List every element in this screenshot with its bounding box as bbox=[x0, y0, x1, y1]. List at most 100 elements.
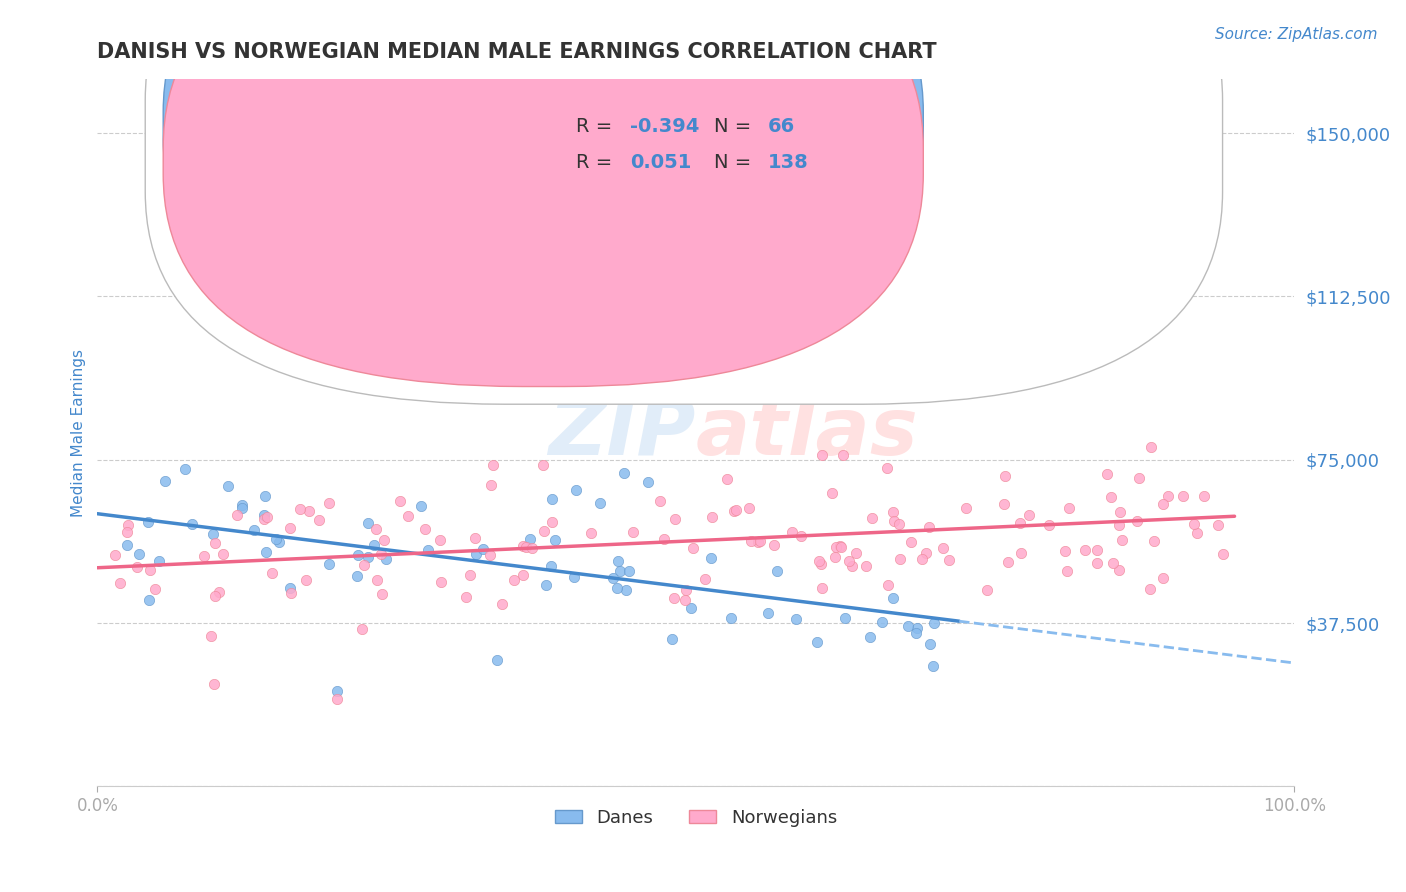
Legend: Danes, Norwegians: Danes, Norwegians bbox=[547, 802, 844, 834]
Point bbox=[889, 551, 911, 566]
Y-axis label: Median Male Earnings: Median Male Earnings bbox=[72, 349, 86, 516]
Point bbox=[662, 591, 685, 606]
Point bbox=[882, 591, 904, 605]
Point bbox=[128, 547, 150, 561]
Point bbox=[621, 524, 644, 539]
Point bbox=[370, 587, 392, 601]
Point bbox=[540, 515, 562, 529]
Text: R =: R = bbox=[576, 117, 619, 136]
Point bbox=[720, 611, 742, 625]
Point bbox=[540, 558, 562, 573]
Point bbox=[938, 552, 960, 566]
Point bbox=[763, 538, 786, 552]
Point bbox=[1212, 547, 1234, 561]
Text: Source: ZipAtlas.com: Source: ZipAtlas.com bbox=[1215, 27, 1378, 42]
Point bbox=[589, 496, 612, 510]
Point bbox=[465, 547, 488, 561]
Point bbox=[1108, 563, 1130, 577]
Point bbox=[482, 458, 505, 473]
Point bbox=[366, 522, 388, 536]
Point bbox=[217, 479, 239, 493]
Point bbox=[882, 505, 904, 519]
Point bbox=[652, 532, 675, 546]
Point bbox=[297, 504, 319, 518]
Point bbox=[374, 552, 396, 566]
Point bbox=[139, 563, 162, 577]
Point bbox=[811, 448, 834, 462]
Point bbox=[1109, 505, 1132, 519]
Text: 66: 66 bbox=[768, 117, 794, 136]
Point bbox=[821, 486, 844, 500]
Point bbox=[346, 569, 368, 583]
Point bbox=[993, 497, 1015, 511]
FancyBboxPatch shape bbox=[163, 0, 924, 386]
Point bbox=[212, 547, 235, 561]
Point bbox=[900, 535, 922, 549]
Point bbox=[413, 522, 436, 536]
Point bbox=[308, 513, 330, 527]
Point bbox=[429, 575, 451, 590]
Point bbox=[790, 529, 813, 543]
Point bbox=[108, 575, 131, 590]
Point bbox=[1185, 526, 1208, 541]
Text: -0.394: -0.394 bbox=[630, 117, 699, 136]
Point bbox=[416, 542, 439, 557]
Point bbox=[353, 558, 375, 573]
Point bbox=[1097, 467, 1119, 481]
Point bbox=[318, 557, 340, 571]
Point bbox=[832, 448, 855, 462]
Point bbox=[897, 618, 920, 632]
Point bbox=[609, 564, 631, 578]
Point bbox=[1102, 556, 1125, 570]
Point bbox=[278, 581, 301, 595]
Point bbox=[515, 540, 537, 554]
Point bbox=[932, 541, 955, 555]
Point bbox=[519, 532, 541, 546]
Point bbox=[148, 554, 170, 568]
Point bbox=[1053, 544, 1076, 558]
Point bbox=[254, 489, 277, 503]
Point bbox=[1085, 556, 1108, 570]
Point bbox=[458, 568, 481, 582]
Point bbox=[346, 548, 368, 562]
Point bbox=[294, 573, 316, 587]
Point bbox=[1057, 501, 1080, 516]
Point bbox=[1182, 517, 1205, 532]
Point bbox=[231, 501, 253, 516]
Point bbox=[262, 566, 284, 581]
Point bbox=[859, 631, 882, 645]
Point bbox=[785, 612, 807, 626]
Point bbox=[409, 499, 432, 513]
Point bbox=[115, 538, 138, 552]
Point bbox=[326, 683, 349, 698]
Point bbox=[911, 552, 934, 566]
Point bbox=[613, 466, 636, 480]
Point bbox=[922, 615, 945, 630]
Point bbox=[485, 653, 508, 667]
Point bbox=[810, 558, 832, 572]
Point bbox=[512, 539, 534, 553]
Point bbox=[922, 658, 945, 673]
Point bbox=[204, 589, 226, 603]
Point bbox=[824, 540, 846, 554]
Point bbox=[1008, 516, 1031, 531]
Point bbox=[541, 491, 564, 506]
Point bbox=[520, 541, 543, 555]
Text: atlas: atlas bbox=[696, 393, 918, 472]
Point bbox=[1192, 489, 1215, 503]
Point bbox=[619, 564, 641, 578]
Point bbox=[664, 512, 686, 526]
Point bbox=[562, 570, 585, 584]
Point bbox=[357, 516, 380, 530]
Point bbox=[876, 460, 898, 475]
Point bbox=[104, 548, 127, 562]
Point bbox=[264, 532, 287, 546]
Point bbox=[256, 509, 278, 524]
Point bbox=[502, 573, 524, 587]
Point bbox=[491, 597, 513, 611]
Point bbox=[579, 525, 602, 540]
Point bbox=[889, 517, 911, 532]
Point bbox=[253, 512, 276, 526]
Point bbox=[1099, 490, 1122, 504]
Point bbox=[1143, 534, 1166, 549]
